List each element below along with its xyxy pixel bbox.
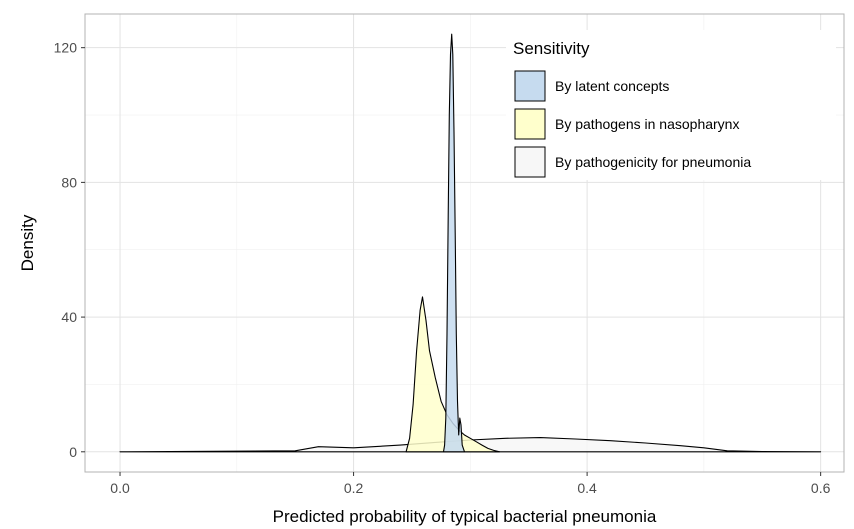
x-axis-title: Predicted probability of typical bacteri… <box>273 507 657 526</box>
x-tick-label: 0.0 <box>110 480 130 496</box>
legend-key-swatch <box>514 108 546 140</box>
legend-title: Sensitivity <box>513 39 590 58</box>
y-tick-label: 0 <box>69 444 77 460</box>
legend-items: By latent concepts By pathogens in nasoph… <box>514 70 751 178</box>
y-axis-ticks: 0 40 80 120 <box>54 40 85 460</box>
density-series <box>119 33 822 453</box>
legend-entry-label: By pathogens in nasopharynx <box>555 116 739 132</box>
legend-background <box>506 30 836 180</box>
y-axis-title: Density <box>18 214 37 271</box>
y-tick-label: 80 <box>61 174 77 190</box>
x-tick-label: 0.4 <box>577 480 597 496</box>
y-tick-label: 40 <box>61 309 77 325</box>
x-axis-ticks: 0.0 0.2 0.4 0.6 <box>110 472 831 496</box>
legend: Sensitivity By latent concepts By pathoge… <box>506 30 836 180</box>
density-area-2 <box>442 33 466 453</box>
legend-entry-label: By pathogenicity for pneumonia <box>555 154 751 170</box>
plot-border <box>84 13 845 473</box>
legend-entry-label: By latent concepts <box>555 78 669 94</box>
legend-key-swatch <box>514 70 546 102</box>
x-tick-label: 0.6 <box>811 480 831 496</box>
y-tick-label: 120 <box>54 40 78 56</box>
x-tick-label: 0.2 <box>344 480 364 496</box>
legend-key-swatch <box>514 146 546 178</box>
